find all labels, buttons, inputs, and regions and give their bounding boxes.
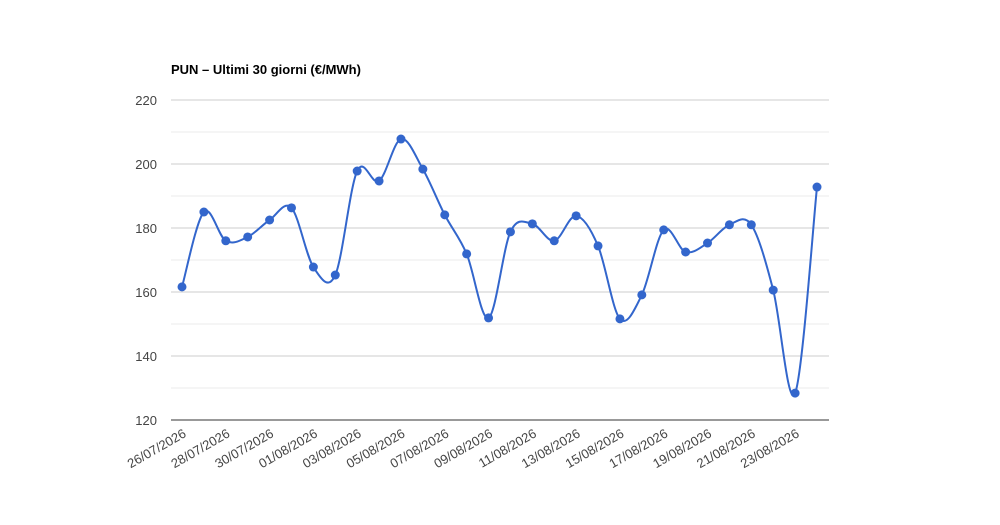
point: [768, 285, 778, 295]
point: [812, 182, 822, 192]
point: [484, 313, 494, 323]
point: [724, 220, 734, 230]
point: [615, 314, 625, 324]
point: [659, 225, 669, 235]
point: [746, 220, 756, 230]
point: [330, 270, 340, 280]
point: [571, 211, 581, 221]
point: [505, 227, 515, 237]
point: [703, 238, 713, 248]
point: [308, 262, 318, 272]
point: [374, 176, 384, 186]
y-tick-label: 220: [135, 93, 157, 108]
chart-title: PUN – Ultimi 30 giorni (€/MWh): [171, 62, 361, 77]
y-tick-label: 160: [135, 285, 157, 300]
point: [199, 207, 209, 217]
point: [790, 388, 800, 398]
point: [549, 236, 559, 246]
point: [286, 203, 296, 213]
point: [265, 215, 275, 225]
point: [221, 236, 231, 246]
point: [396, 134, 406, 144]
y-tick-label: 200: [135, 157, 157, 172]
point: [593, 241, 603, 251]
point: [418, 164, 428, 174]
y-tick-label: 140: [135, 349, 157, 364]
point: [637, 290, 647, 300]
line: [181, 138, 818, 397]
y-tick-label: 120: [135, 413, 157, 428]
point: [462, 249, 472, 259]
point: [177, 282, 187, 292]
point: [681, 247, 691, 257]
point: [440, 210, 450, 220]
point: [527, 219, 537, 229]
point: [352, 166, 362, 176]
point: [243, 232, 253, 242]
y-tick-label: 180: [135, 221, 157, 236]
